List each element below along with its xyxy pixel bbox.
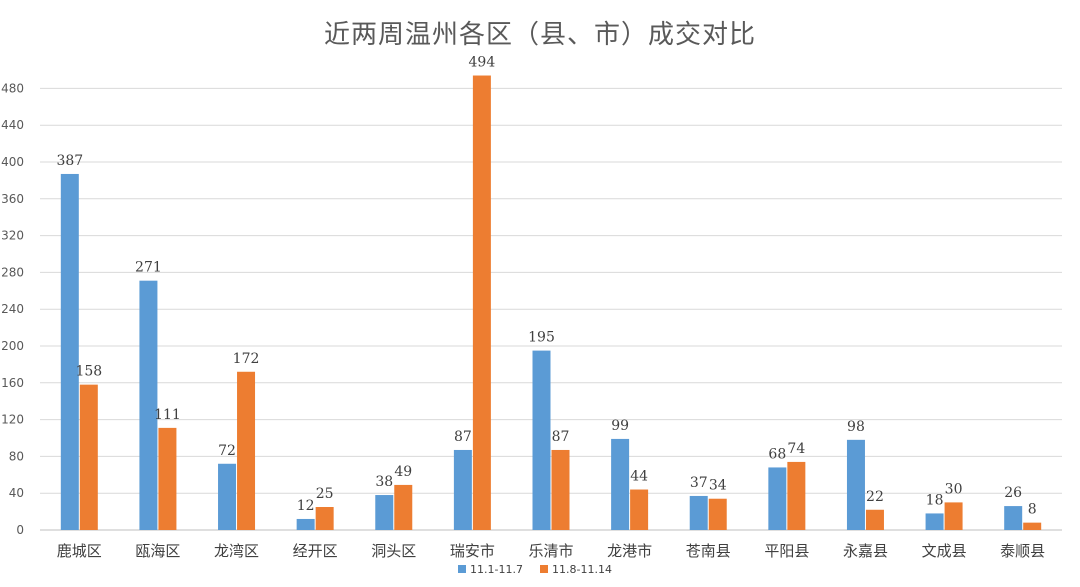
data-label: 271 — [135, 260, 162, 276]
y-tick-label: 0 — [16, 523, 24, 537]
bars — [60, 75, 1042, 531]
data-label: 172 — [233, 351, 260, 367]
data-label: 494 — [469, 55, 496, 71]
bar — [708, 498, 727, 530]
data-label: 30 — [945, 481, 963, 497]
bar — [79, 384, 98, 530]
data-label: 18 — [926, 492, 944, 508]
data-label: 34 — [709, 478, 727, 494]
data-label: 158 — [75, 364, 102, 380]
legend: 11.1-11.7 11.8-11.14 — [458, 563, 612, 576]
bar — [315, 507, 334, 530]
bar — [60, 173, 79, 530]
y-tick-label: 240 — [1, 302, 24, 316]
y-tick-label: 80 — [9, 449, 24, 463]
y-tick-label: 40 — [9, 486, 24, 500]
chart-title: 近两周温州各区（县、市）成交对比 — [323, 20, 756, 50]
bar — [394, 484, 413, 530]
y-tick-label: 320 — [1, 229, 24, 243]
category-label: 瑞安市 — [450, 542, 495, 560]
y-axis-ticks: 0 40 80 120 160 200 240 280 320 360 400 440 480 — [1, 81, 24, 537]
gridlines — [40, 87, 1062, 531]
category-label: 龙港市 — [607, 542, 652, 560]
category-label: 文成县 — [922, 542, 967, 560]
bar — [787, 461, 806, 530]
bar — [375, 495, 394, 530]
category-label: 泰顺县 — [1000, 542, 1045, 560]
data-label: 87 — [552, 429, 570, 445]
y-tick-label: 200 — [1, 339, 24, 353]
bar — [237, 371, 256, 530]
data-label: 111 — [154, 407, 181, 423]
bar — [689, 495, 708, 530]
bar — [472, 75, 491, 531]
y-tick-label: 280 — [1, 265, 24, 279]
bar — [1023, 522, 1042, 530]
bar — [846, 439, 865, 530]
bar — [296, 518, 315, 530]
data-label: 98 — [847, 419, 865, 435]
y-tick-label: 440 — [1, 118, 24, 132]
bar — [158, 427, 177, 530]
data-label: 37 — [690, 475, 708, 491]
bar — [139, 280, 158, 530]
data-label: 38 — [375, 474, 393, 490]
category-label: 洞头区 — [371, 542, 416, 560]
bar — [630, 489, 649, 530]
x-axis-categories: 鹿城区 瓯海区 龙湾区 经开区 洞头区 瑞安市 乐清市 龙港市 苍南县 平阳县 永嘉县 文成县 泰顺县 — [57, 542, 1045, 560]
bar — [1004, 506, 1023, 530]
legend-label: 11.8-11.14 — [552, 563, 612, 576]
y-tick-label: 480 — [1, 81, 24, 95]
bar — [611, 438, 630, 530]
bar — [925, 513, 944, 530]
category-label: 乐清市 — [528, 542, 573, 560]
bar — [768, 467, 787, 530]
category-label: 永嘉县 — [843, 542, 888, 560]
bar — [218, 463, 237, 530]
category-label: 龙湾区 — [214, 542, 259, 560]
data-label: 68 — [768, 446, 786, 462]
data-label: 49 — [394, 464, 412, 480]
category-label: 经开区 — [293, 542, 338, 560]
data-label: 22 — [866, 489, 884, 505]
data-label: 72 — [218, 443, 236, 459]
legend-label: 11.1-11.7 — [470, 563, 523, 576]
data-label: 87 — [454, 429, 472, 445]
legend-swatch — [458, 565, 466, 573]
category-label: 鹿城区 — [57, 542, 102, 560]
y-tick-label: 360 — [1, 192, 24, 206]
y-tick-label: 160 — [1, 376, 24, 390]
data-label: 26 — [1004, 485, 1022, 501]
data-label: 44 — [630, 469, 648, 485]
category-label: 瓯海区 — [135, 542, 180, 560]
data-label: 195 — [528, 330, 555, 346]
y-tick-label: 400 — [1, 155, 24, 169]
data-label: 8 — [1028, 502, 1037, 518]
category-label: 平阳县 — [764, 542, 809, 560]
data-label: 74 — [787, 441, 805, 457]
y-tick-label: 120 — [1, 413, 24, 427]
bar — [551, 449, 570, 530]
category-label: 苍南县 — [686, 542, 731, 560]
bar — [865, 509, 884, 530]
data-label: 12 — [297, 498, 315, 514]
data-label: 387 — [56, 153, 83, 169]
bar — [453, 449, 472, 530]
data-label: 25 — [316, 486, 334, 502]
legend-swatch — [540, 565, 548, 573]
bar — [532, 350, 551, 530]
bar — [944, 502, 963, 530]
data-label: 99 — [611, 418, 629, 434]
